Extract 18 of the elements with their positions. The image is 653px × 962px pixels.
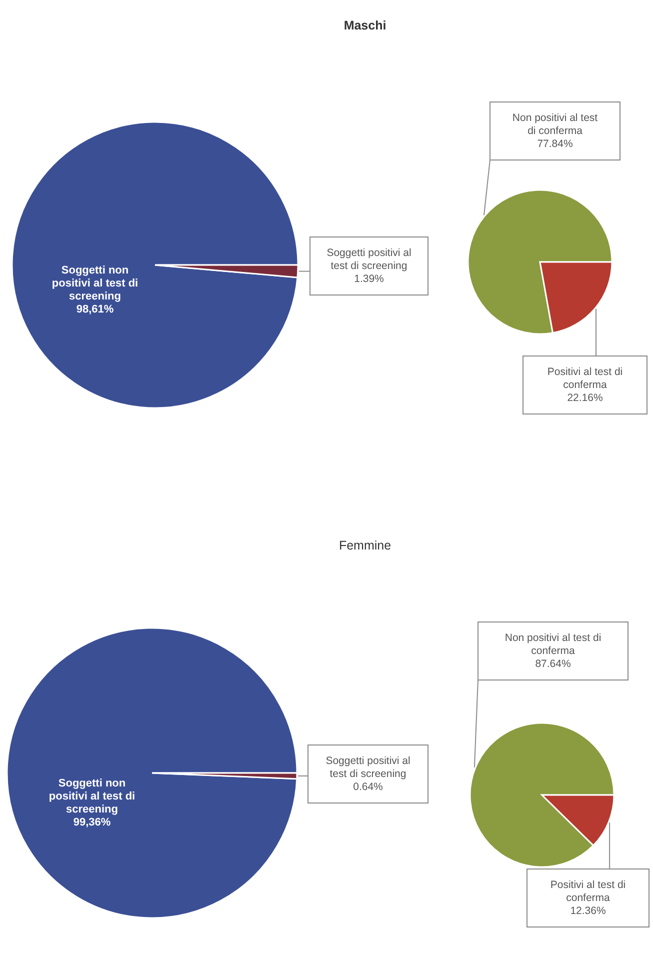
slice-label: Positivi al test di conferma — [547, 366, 623, 391]
data-label: 12.36% — [570, 905, 606, 917]
slice-label: Positivi al test di conferma — [550, 879, 626, 904]
slice-label: Soggetti non positivi al test di screening — [52, 264, 138, 302]
chart-title: Maschi — [344, 18, 386, 32]
data-label: 1.39% — [354, 273, 384, 285]
data-label: 98,61% — [76, 304, 114, 316]
data-label: 87.64% — [535, 658, 571, 670]
slice-label: Soggetti positivi al test di screening — [326, 755, 410, 780]
chart-title: Femmine — [338, 538, 392, 552]
data-label: 99,36% — [73, 816, 111, 828]
data-label: 77.84% — [537, 138, 573, 150]
slice-label: Soggetti non positivi al test di screening — [48, 778, 136, 816]
data-label: 22.16% — [567, 392, 603, 404]
slice-label: Soggetti positivi al test di screening — [326, 247, 412, 272]
slice-label: Non positivi al test di conferma — [504, 632, 602, 657]
slice-label: Non positivi al test di conferma — [512, 112, 598, 137]
data-label: 0.64% — [353, 781, 383, 793]
